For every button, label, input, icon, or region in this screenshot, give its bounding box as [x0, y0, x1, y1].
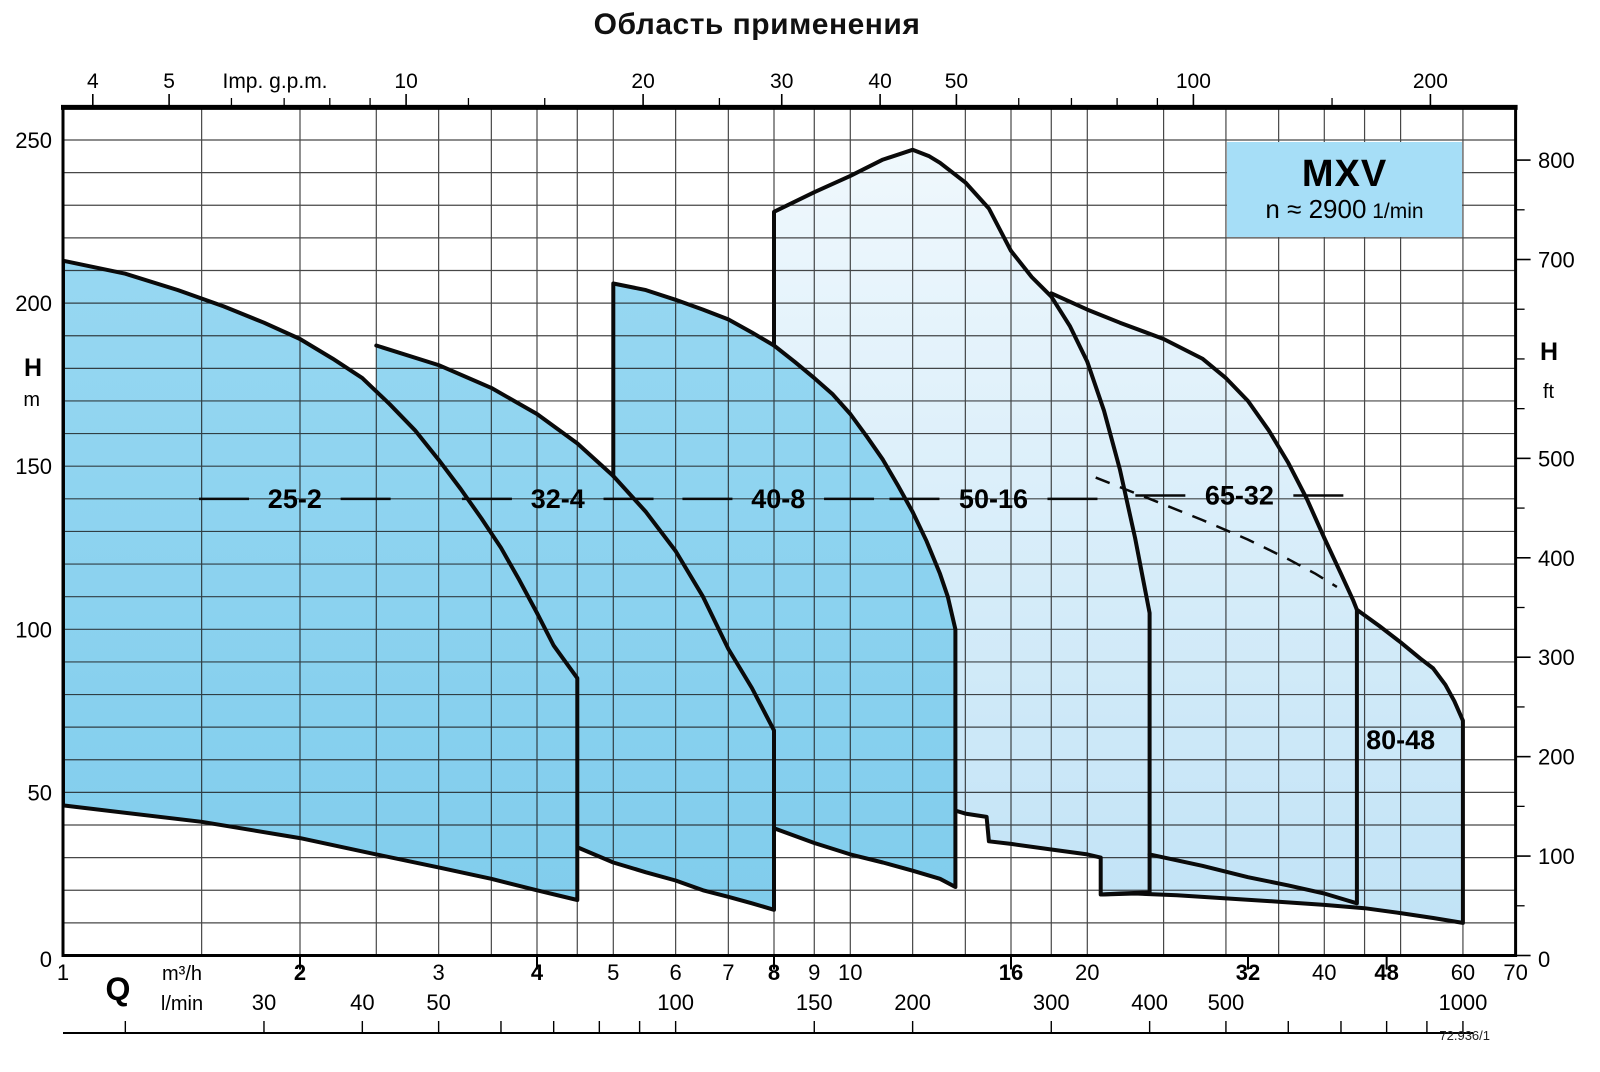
- region-outline-32-4: [374, 343, 776, 912]
- svg-text:7: 7: [722, 960, 734, 985]
- svg-text:5: 5: [163, 70, 175, 93]
- region-label-80-48: 80-48: [1366, 725, 1435, 755]
- svg-text:10: 10: [838, 960, 862, 985]
- svg-text:300: 300: [1033, 990, 1070, 1015]
- region-outline-50-16: [772, 147, 1152, 897]
- svg-text:250: 250: [15, 128, 52, 153]
- hidden-boundary-dashed-line: [1095, 476, 1338, 588]
- axis-right-ft: 800 700 500 400 300 200 100 0 Hft: [1515, 148, 1575, 972]
- svg-text:2: 2: [294, 960, 306, 985]
- region-outline-80-48: [1100, 607, 1465, 925]
- legend-speed-value: 2900: [1308, 194, 1367, 225]
- axis-bottom-unit-lmin: l/min: [161, 993, 203, 1015]
- svg-text:500: 500: [1208, 990, 1245, 1015]
- axis-bottom-lmin: l/min 30 40 50 100 150 200 300 400 500 1000: [63, 990, 1487, 1034]
- axis-top-unit-label: Imp. g.p.m.: [222, 70, 327, 93]
- svg-text:0: 0: [1538, 947, 1550, 972]
- svg-text:150: 150: [15, 454, 52, 479]
- svg-text:50: 50: [28, 780, 52, 805]
- axis-right-unit-ft: ft: [1543, 381, 1555, 403]
- svg-text:70: 70: [1503, 960, 1527, 985]
- svg-text:1000: 1000: [1438, 990, 1487, 1015]
- svg-text:500: 500: [1538, 446, 1575, 471]
- svg-text:6: 6: [670, 960, 682, 985]
- page-title: Область применения: [593, 8, 921, 41]
- svg-text:100: 100: [1176, 70, 1211, 93]
- axis-right-label-H: H: [1540, 338, 1558, 366]
- svg-text:0: 0: [40, 947, 52, 972]
- svg-text:50: 50: [426, 990, 450, 1015]
- legend-model: MXV: [1301, 153, 1388, 196]
- region-label-32-4: 32-4: [531, 484, 585, 514]
- svg-text:100: 100: [15, 617, 52, 642]
- svg-text:200: 200: [15, 291, 52, 316]
- svg-text:200: 200: [894, 990, 931, 1015]
- svg-text:16: 16: [999, 960, 1023, 985]
- region-label-40-8: 40-8: [751, 484, 805, 514]
- svg-text:20: 20: [1075, 960, 1099, 985]
- axis-top-gpm: 4 5 10 20 30 40 50 100 200 Imp. g.p.m.: [87, 70, 1448, 108]
- region-fill-25-2: [63, 260, 578, 900]
- svg-text:30: 30: [252, 990, 276, 1015]
- svg-text:200: 200: [1413, 70, 1448, 93]
- legend-speed-prefix: n ≈: [1265, 194, 1309, 225]
- region-label-25-2: 25-2: [268, 484, 322, 514]
- region-label-50-16: 50-16: [959, 484, 1028, 514]
- svg-text:32: 32: [1236, 960, 1260, 985]
- region-labels: 25-2 32-4 40-8 50-16 65-32 80-48: [199, 481, 1435, 755]
- region-fills: [63, 149, 1463, 923]
- svg-text:9: 9: [808, 960, 820, 985]
- svg-text:400: 400: [1131, 990, 1168, 1015]
- svg-text:700: 700: [1538, 248, 1575, 273]
- svg-text:400: 400: [1538, 546, 1575, 571]
- svg-text:4: 4: [87, 70, 99, 93]
- svg-text:200: 200: [1538, 745, 1575, 770]
- svg-text:40: 40: [1312, 960, 1336, 985]
- region-outline-25-2: [62, 258, 580, 902]
- axis-left-m: 250 200 150 100 50 0 Hm: [15, 128, 52, 972]
- axis-bottom-unit-m3h: m³/h: [162, 963, 202, 985]
- svg-text:5: 5: [607, 960, 619, 985]
- svg-text:3: 3: [433, 960, 445, 985]
- legend-speed-unit: 1/min: [1366, 200, 1424, 224]
- axis-bottom-label-Q: Q: [106, 971, 131, 1007]
- svg-text:50: 50: [945, 70, 968, 93]
- legend-box: MXV n ≈ 2900 1/min: [1227, 142, 1462, 237]
- svg-text:8: 8: [768, 960, 780, 985]
- svg-text:40: 40: [868, 70, 891, 93]
- svg-text:150: 150: [796, 990, 833, 1015]
- svg-text:10: 10: [394, 70, 417, 93]
- svg-text:1: 1: [57, 960, 69, 985]
- region-outline-40-8: [611, 281, 958, 889]
- svg-text:30: 30: [770, 70, 793, 93]
- svg-text:20: 20: [631, 70, 654, 93]
- region-label-65-32: 65-32: [1205, 481, 1274, 511]
- region-outline-65-32: [1049, 291, 1359, 906]
- svg-text:4: 4: [531, 960, 544, 985]
- svg-text:100: 100: [657, 990, 694, 1015]
- axis-left-label-H: H: [24, 354, 42, 382]
- svg-text:60: 60: [1451, 960, 1475, 985]
- svg-text:300: 300: [1538, 645, 1575, 670]
- axis-bottom-m3h: 1 2 3 4 5 6 7 8 9 10 16 20 32 40 48 60 70 Q m³/h: [57, 956, 1528, 1007]
- svg-text:100: 100: [1538, 844, 1575, 869]
- region-outlines: [62, 147, 1465, 925]
- svg-text:40: 40: [350, 990, 374, 1015]
- svg-text:48: 48: [1374, 960, 1398, 985]
- svg-text:800: 800: [1538, 148, 1575, 173]
- axis-left-unit-m: m: [23, 389, 40, 411]
- drawing-number: 72.936/1: [1439, 1028, 1490, 1043]
- legend-speed: n ≈ 2900 1/min: [1265, 195, 1423, 224]
